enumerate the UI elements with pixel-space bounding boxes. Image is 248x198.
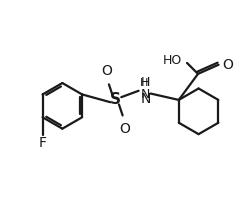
Text: O: O (222, 58, 233, 72)
Text: H
N: H N (141, 76, 151, 101)
Text: O: O (120, 122, 130, 136)
Text: N: N (141, 92, 151, 106)
Text: S: S (110, 92, 121, 107)
Text: H: H (140, 78, 148, 89)
Text: HO: HO (163, 54, 183, 67)
Text: O: O (101, 64, 112, 78)
Text: F: F (39, 136, 47, 150)
